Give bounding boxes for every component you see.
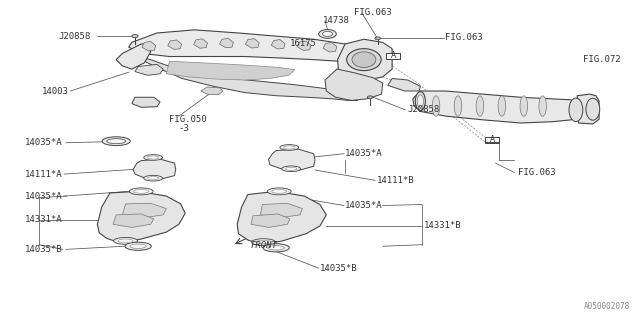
Polygon shape bbox=[297, 41, 311, 51]
Polygon shape bbox=[413, 91, 577, 123]
Bar bbox=[485, 137, 499, 143]
Polygon shape bbox=[577, 94, 599, 124]
Polygon shape bbox=[220, 38, 234, 48]
Ellipse shape bbox=[498, 96, 506, 116]
Ellipse shape bbox=[415, 92, 426, 110]
Ellipse shape bbox=[102, 137, 131, 146]
Ellipse shape bbox=[148, 156, 159, 159]
Ellipse shape bbox=[520, 96, 527, 116]
Bar bbox=[485, 137, 499, 142]
Polygon shape bbox=[194, 39, 207, 48]
Ellipse shape bbox=[454, 96, 461, 116]
Ellipse shape bbox=[375, 37, 381, 40]
Polygon shape bbox=[97, 191, 185, 242]
Polygon shape bbox=[325, 69, 383, 100]
Polygon shape bbox=[142, 42, 156, 51]
Polygon shape bbox=[251, 214, 290, 228]
Ellipse shape bbox=[107, 139, 125, 144]
Ellipse shape bbox=[144, 155, 163, 160]
Text: 14738: 14738 bbox=[323, 16, 350, 25]
Polygon shape bbox=[168, 40, 182, 49]
Text: 16175: 16175 bbox=[290, 39, 317, 48]
Ellipse shape bbox=[319, 29, 336, 38]
Polygon shape bbox=[388, 78, 420, 91]
Polygon shape bbox=[133, 159, 176, 179]
Polygon shape bbox=[122, 203, 166, 218]
Ellipse shape bbox=[256, 240, 271, 244]
Ellipse shape bbox=[280, 145, 299, 150]
Ellipse shape bbox=[539, 96, 547, 116]
Ellipse shape bbox=[114, 237, 138, 244]
Text: 14035*B: 14035*B bbox=[25, 245, 63, 254]
Ellipse shape bbox=[284, 146, 295, 149]
Text: 14003: 14003 bbox=[42, 86, 69, 95]
Ellipse shape bbox=[144, 175, 163, 181]
Polygon shape bbox=[132, 97, 160, 107]
Text: FIG.063: FIG.063 bbox=[518, 168, 555, 177]
Text: A050002078: A050002078 bbox=[584, 301, 630, 310]
Text: 14111*A: 14111*A bbox=[25, 170, 63, 179]
Polygon shape bbox=[201, 87, 223, 95]
Polygon shape bbox=[116, 44, 150, 69]
Ellipse shape bbox=[134, 189, 148, 193]
Bar bbox=[386, 53, 400, 59]
Text: J20858: J20858 bbox=[408, 105, 440, 114]
Ellipse shape bbox=[130, 244, 147, 248]
Text: 14035*B: 14035*B bbox=[320, 264, 358, 273]
Polygon shape bbox=[349, 44, 363, 53]
Bar bbox=[386, 53, 400, 59]
Ellipse shape bbox=[569, 98, 583, 122]
Polygon shape bbox=[323, 43, 337, 52]
Polygon shape bbox=[237, 191, 326, 244]
Ellipse shape bbox=[282, 166, 301, 172]
Polygon shape bbox=[271, 40, 285, 49]
Ellipse shape bbox=[268, 188, 291, 195]
Ellipse shape bbox=[148, 177, 159, 180]
Polygon shape bbox=[113, 214, 154, 228]
Text: J20858: J20858 bbox=[59, 32, 91, 41]
Polygon shape bbox=[269, 149, 315, 170]
Ellipse shape bbox=[367, 96, 373, 99]
Ellipse shape bbox=[352, 52, 376, 68]
Polygon shape bbox=[166, 61, 295, 80]
Ellipse shape bbox=[347, 49, 381, 71]
Text: FIG.063: FIG.063 bbox=[355, 8, 392, 17]
Ellipse shape bbox=[268, 246, 284, 250]
Ellipse shape bbox=[252, 239, 275, 246]
Polygon shape bbox=[129, 55, 358, 100]
Polygon shape bbox=[337, 39, 392, 80]
Ellipse shape bbox=[118, 239, 133, 243]
Text: 14331*A: 14331*A bbox=[25, 215, 63, 224]
Polygon shape bbox=[260, 203, 303, 218]
Text: 14035*A: 14035*A bbox=[345, 149, 383, 158]
Ellipse shape bbox=[432, 96, 440, 116]
Ellipse shape bbox=[417, 95, 424, 107]
Text: FIG.063: FIG.063 bbox=[445, 33, 483, 42]
Text: 14111*B: 14111*B bbox=[376, 176, 414, 185]
Text: A: A bbox=[490, 135, 495, 144]
Polygon shape bbox=[245, 39, 259, 48]
Polygon shape bbox=[129, 30, 367, 61]
Text: 14035*A: 14035*A bbox=[25, 138, 63, 147]
Text: 14035*A: 14035*A bbox=[345, 201, 383, 210]
Text: FIG.072: FIG.072 bbox=[584, 55, 621, 64]
Text: FRONT: FRONT bbox=[251, 241, 278, 250]
Ellipse shape bbox=[272, 189, 287, 193]
Ellipse shape bbox=[476, 96, 484, 116]
Text: A: A bbox=[390, 52, 396, 60]
Ellipse shape bbox=[129, 188, 153, 195]
Text: -3: -3 bbox=[179, 124, 189, 133]
Ellipse shape bbox=[263, 244, 289, 252]
Ellipse shape bbox=[586, 98, 600, 120]
Polygon shape bbox=[135, 64, 163, 75]
Ellipse shape bbox=[125, 242, 151, 250]
Ellipse shape bbox=[132, 35, 138, 38]
Text: 14035*A: 14035*A bbox=[25, 192, 63, 201]
Ellipse shape bbox=[323, 31, 333, 36]
Ellipse shape bbox=[285, 167, 297, 170]
Text: FIG.050: FIG.050 bbox=[170, 115, 207, 124]
Text: 14331*B: 14331*B bbox=[424, 221, 461, 230]
